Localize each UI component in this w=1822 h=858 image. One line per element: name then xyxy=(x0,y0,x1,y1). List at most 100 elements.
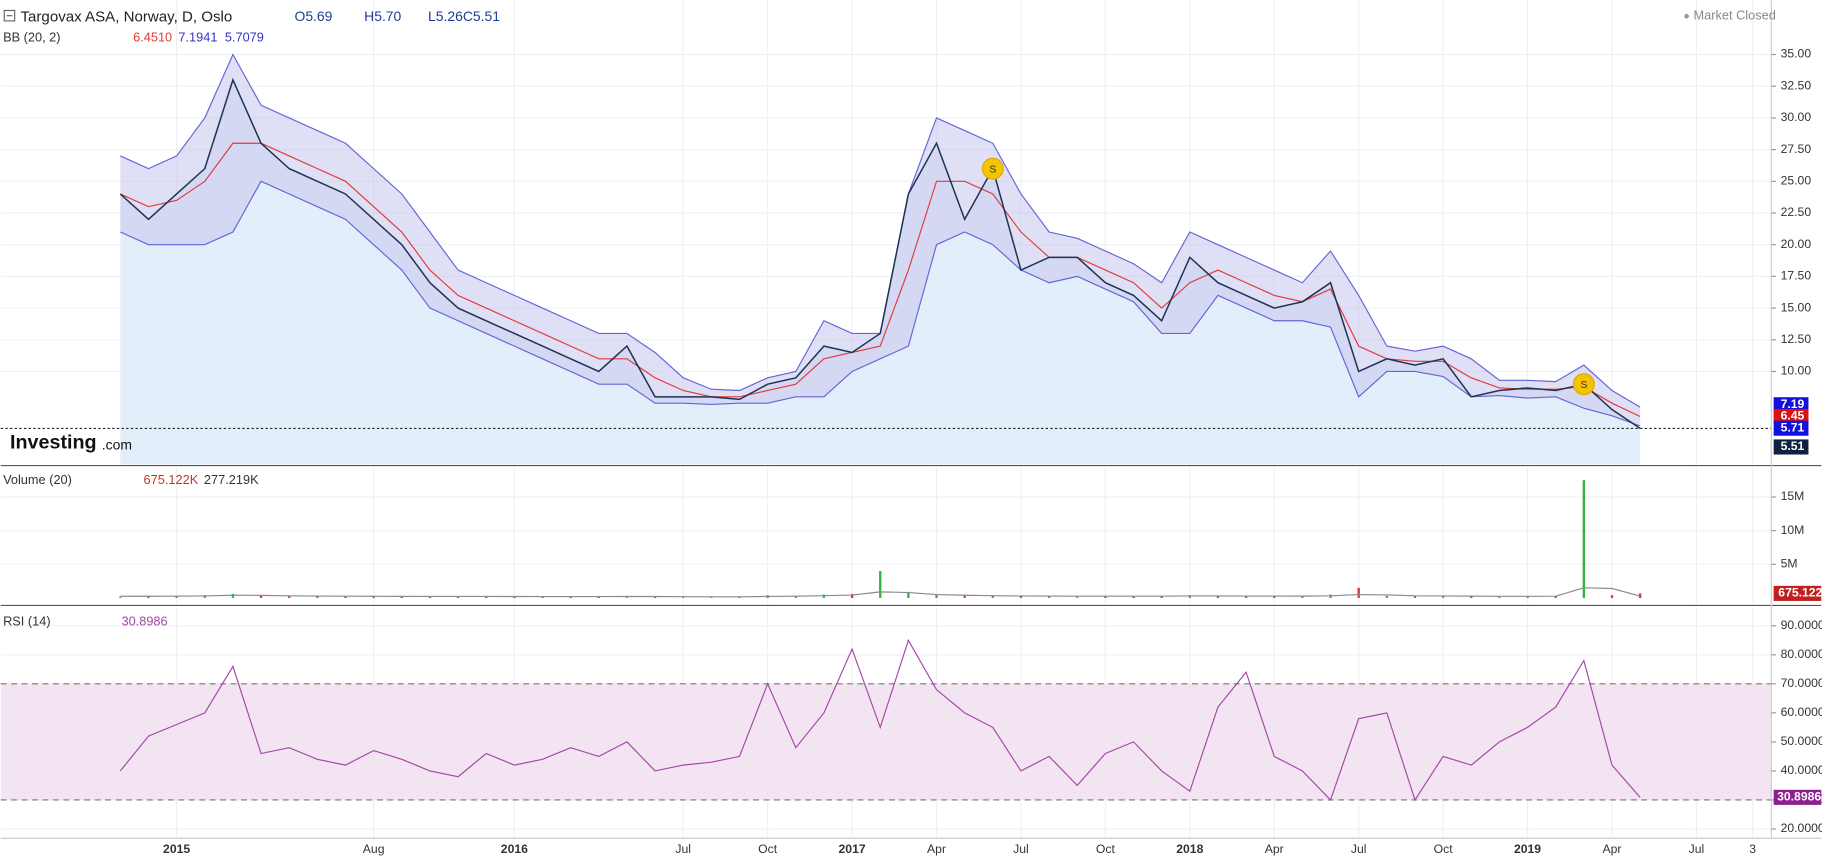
volume-bar xyxy=(203,595,206,598)
signal-marker xyxy=(1572,373,1595,396)
status-dot xyxy=(1684,13,1689,19)
volume-bar xyxy=(400,596,403,598)
volume-bar xyxy=(344,596,347,598)
volume-bar xyxy=(850,593,854,598)
volume-bar xyxy=(147,596,150,598)
volume-bar xyxy=(541,596,544,598)
y-tick-label: 22.50 xyxy=(1781,205,1812,219)
volume-bar xyxy=(879,571,882,598)
y-tick-label: 30.00 xyxy=(1781,110,1812,124)
y-tick-label: 80.0000 xyxy=(1781,647,1822,661)
x-tick-label: 2015 xyxy=(163,842,190,856)
x-tick-label: Jul xyxy=(1013,842,1029,856)
bb-upper-value: 7.1941 xyxy=(178,30,217,45)
y-tick-label: 70.0000 xyxy=(1781,676,1822,690)
volume-bar xyxy=(963,595,966,598)
volume-bar xyxy=(1244,596,1248,598)
y-tick-label: 50.0000 xyxy=(1781,734,1822,748)
x-tick-label: 2018 xyxy=(1176,842,1203,856)
marks: SS xyxy=(0,53,1772,802)
volume-bar xyxy=(231,593,235,598)
y-tick-label: 5M xyxy=(1781,557,1798,571)
volume-bar xyxy=(597,596,600,598)
price-tag-label: 5.51 xyxy=(1781,439,1805,453)
rsi-label: RSI (14) xyxy=(3,614,51,629)
volume-bar xyxy=(1160,596,1163,598)
y-tick-label: 27.50 xyxy=(1781,142,1812,156)
ohlc-high: H5.70 xyxy=(364,8,401,24)
x-tick-label: 2016 xyxy=(501,842,528,856)
volume-bar xyxy=(1188,595,1191,598)
x-tick-label: 3 xyxy=(1749,842,1756,856)
y-tick-label: 25.00 xyxy=(1781,174,1812,188)
volume-bar xyxy=(1554,595,1557,598)
volume-bar xyxy=(513,596,516,598)
price-tag-label: 5.71 xyxy=(1781,420,1805,434)
volume-bar xyxy=(1047,595,1051,598)
x-tick-label: 2017 xyxy=(839,842,866,856)
band-fill xyxy=(120,54,1641,426)
x-tick-label: Oct xyxy=(758,842,778,856)
signal-label: S xyxy=(989,165,996,176)
y-tick-label: 10M xyxy=(1781,523,1805,537)
volume-bar xyxy=(569,596,572,598)
y-tick-label: 20.0000 xyxy=(1781,821,1822,835)
volume-bar xyxy=(456,596,460,598)
volume-bar xyxy=(1216,595,1220,598)
rsi-value: 30.8986 xyxy=(122,614,168,629)
y-tick-label: 35.00 xyxy=(1781,47,1812,61)
y-tick-label: 15M xyxy=(1781,489,1805,503)
y-tick-label: 32.50 xyxy=(1781,78,1812,92)
volume-bar xyxy=(1104,595,1107,598)
volume-bar xyxy=(991,595,994,598)
volume-bar xyxy=(259,595,263,598)
volume-tag-label: 675.122 xyxy=(1778,586,1822,600)
logo: Investing xyxy=(10,432,97,454)
volume-bar xyxy=(1357,587,1360,598)
rsi-tag xyxy=(1773,789,1822,805)
y-tick-label: 90.0000 xyxy=(1781,618,1822,632)
price-tag xyxy=(1773,408,1809,425)
volume-bar xyxy=(1582,480,1585,598)
volume-bar xyxy=(175,595,178,598)
volume-bar xyxy=(1076,596,1079,598)
price-line xyxy=(119,77,1641,430)
bb-middle-value: 6.4510 xyxy=(133,30,172,45)
volume-bar xyxy=(1526,596,1529,598)
ohlc-low: L5.26 xyxy=(428,8,463,24)
bb-label: BB (20, 2) xyxy=(3,30,60,45)
bb-lower-value: 5.7079 xyxy=(225,30,264,45)
volume-bar xyxy=(1385,595,1388,598)
volume-ma-line xyxy=(120,587,1641,598)
price-tag-label: 6.45 xyxy=(1781,409,1805,423)
volume-bar xyxy=(316,596,319,598)
volume-bar xyxy=(907,591,910,598)
volume-value: 675.122K xyxy=(144,472,199,487)
volume-label: Volume (20) xyxy=(3,472,72,487)
ohlc-open: O5.69 xyxy=(294,8,332,24)
signal-label: S xyxy=(1580,380,1587,391)
volume-bar xyxy=(1498,596,1501,598)
lower-band xyxy=(120,180,1641,427)
volume-bar xyxy=(428,596,432,598)
volume-tag xyxy=(1773,585,1822,601)
volume-bar xyxy=(372,596,375,598)
collapse-button[interactable] xyxy=(3,9,16,22)
y-tick-label: 10.00 xyxy=(1781,364,1812,378)
volume-bar xyxy=(1301,596,1304,598)
volume-bar xyxy=(682,596,685,598)
ohlc-close: C5.51 xyxy=(463,8,500,24)
volume-bar xyxy=(653,596,657,598)
chart-title: Targovax ASA, Norway, D, Oslo xyxy=(20,8,232,25)
x-tick-label: Oct xyxy=(1434,842,1454,856)
rsi-band xyxy=(0,683,1772,800)
y-tick-label: 40.0000 xyxy=(1781,763,1822,777)
x-tick-label: 2019 xyxy=(1514,842,1541,856)
logo-suffix: .com xyxy=(102,437,132,453)
y-tick-label: 15.00 xyxy=(1781,300,1812,314)
market-status: Market Closed xyxy=(1694,8,1776,23)
price-tag xyxy=(1773,439,1809,455)
volume-ma-value: 277.219K xyxy=(204,472,259,487)
y-tick-label: 12.50 xyxy=(1781,332,1812,346)
